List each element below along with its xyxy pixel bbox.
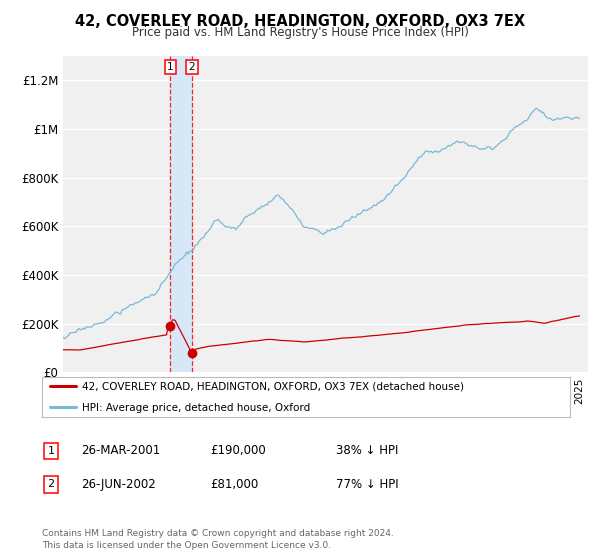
Text: 42, COVERLEY ROAD, HEADINGTON, OXFORD, OX3 7EX: 42, COVERLEY ROAD, HEADINGTON, OXFORD, O… [75, 14, 525, 29]
Text: Contains HM Land Registry data © Crown copyright and database right 2024.: Contains HM Land Registry data © Crown c… [42, 529, 394, 538]
Text: HPI: Average price, detached house, Oxford: HPI: Average price, detached house, Oxfo… [82, 403, 310, 413]
Text: Price paid vs. HM Land Registry's House Price Index (HPI): Price paid vs. HM Land Registry's House … [131, 26, 469, 39]
Text: 2: 2 [188, 62, 195, 72]
Text: 1: 1 [47, 446, 55, 456]
Text: This data is licensed under the Open Government Licence v3.0.: This data is licensed under the Open Gov… [42, 541, 331, 550]
Text: 1: 1 [167, 62, 173, 72]
Text: 26-JUN-2002: 26-JUN-2002 [81, 478, 156, 491]
Bar [170, 56, 192, 372]
Text: 42, COVERLEY ROAD, HEADINGTON, OXFORD, OX3 7EX (detached house): 42, COVERLEY ROAD, HEADINGTON, OXFORD, O… [82, 382, 464, 392]
Text: 38% ↓ HPI: 38% ↓ HPI [336, 444, 398, 458]
Text: £190,000: £190,000 [210, 444, 266, 458]
Text: £81,000: £81,000 [210, 478, 258, 491]
Text: 77% ↓ HPI: 77% ↓ HPI [336, 478, 398, 491]
Text: 2: 2 [47, 479, 55, 489]
Text: 26-MAR-2001: 26-MAR-2001 [81, 444, 160, 458]
